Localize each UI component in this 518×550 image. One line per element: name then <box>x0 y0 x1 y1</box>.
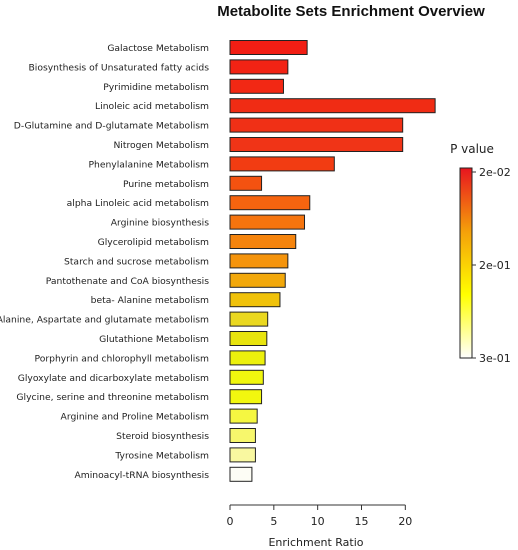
bar <box>229 195 311 211</box>
bar <box>229 117 404 133</box>
category-label: beta- Alanine metabolism <box>91 295 209 306</box>
category-label: Porphyrin and chlorophyll metabolism <box>35 353 210 364</box>
bar <box>229 311 269 327</box>
bar <box>229 175 263 191</box>
bar <box>229 214 306 230</box>
x-tick-label: 10 <box>311 515 325 528</box>
bar <box>229 59 289 75</box>
category-label: Phenylalanine Metabolism <box>88 159 209 170</box>
x-axis-title: Enrichment Ratio <box>268 536 363 549</box>
category-label: Arginine and Proline Metabolism <box>61 412 209 423</box>
bar <box>229 389 263 405</box>
category-label: Galactose Metabolism <box>107 43 209 54</box>
category-label: Arginine biosynthesis <box>111 218 210 229</box>
category-label: alpha Linoleic acid metabolism <box>67 198 209 209</box>
category-label: Starch and sucrose metabolism <box>64 256 209 267</box>
category-label: Nitrogen Metabolism <box>113 140 209 151</box>
category-label: Pyrimidine metabolism <box>103 82 209 93</box>
bar <box>229 234 297 249</box>
x-tick-label: 5 <box>270 515 277 528</box>
bar <box>229 408 258 424</box>
bar <box>229 369 264 385</box>
bar <box>229 466 253 482</box>
bar <box>229 447 256 463</box>
bar <box>229 331 268 346</box>
bar <box>229 350 266 366</box>
bar <box>229 137 404 152</box>
category-label: Glycerolipid metabolism <box>98 237 209 248</box>
legend-title: P value <box>450 142 494 156</box>
bar <box>229 156 335 172</box>
category-label: Linoleic acid metabolism <box>95 101 209 112</box>
category-label: Glutathione Metabolism <box>99 334 209 345</box>
bar <box>229 292 281 308</box>
category-label: Glyoxylate and dicarboxylate metabolism <box>18 373 209 384</box>
bar <box>229 253 289 269</box>
category-label: Pantothenate and CoA biosynthesis <box>46 276 209 287</box>
category-label: Tyrosine Metabolism <box>114 450 209 461</box>
x-tick-label: 15 <box>354 515 368 528</box>
bar <box>229 40 308 55</box>
bar <box>229 98 436 114</box>
bar <box>229 428 256 443</box>
category-label: Steroid biosynthesis <box>116 431 209 442</box>
x-tick-label: 20 <box>398 515 412 528</box>
category-label: Glycine, serine and threonine metabolism <box>16 392 209 403</box>
category-label: Alanine, Aspartate and glutamate metabol… <box>0 315 209 326</box>
bar <box>229 78 284 94</box>
legend-label: 2e-02 <box>479 166 511 179</box>
category-label: Purine metabolism <box>123 179 209 190</box>
category-label: Biosynthesis of Unsaturated fatty acids <box>28 62 209 73</box>
legend-color-bar <box>459 167 473 359</box>
legend-label: 2e-01 <box>479 259 511 272</box>
bar <box>229 272 286 288</box>
chart-title: Metabolite Sets Enrichment Overview <box>217 3 485 20</box>
legend-label: 3e-01 <box>479 352 511 365</box>
x-tick-label: 0 <box>227 515 234 528</box>
category-label: Aminoacyl-tRNA biosynthesis <box>74 470 209 481</box>
category-label: D-Glutamine and D-glutamate Metabolism <box>14 121 209 132</box>
